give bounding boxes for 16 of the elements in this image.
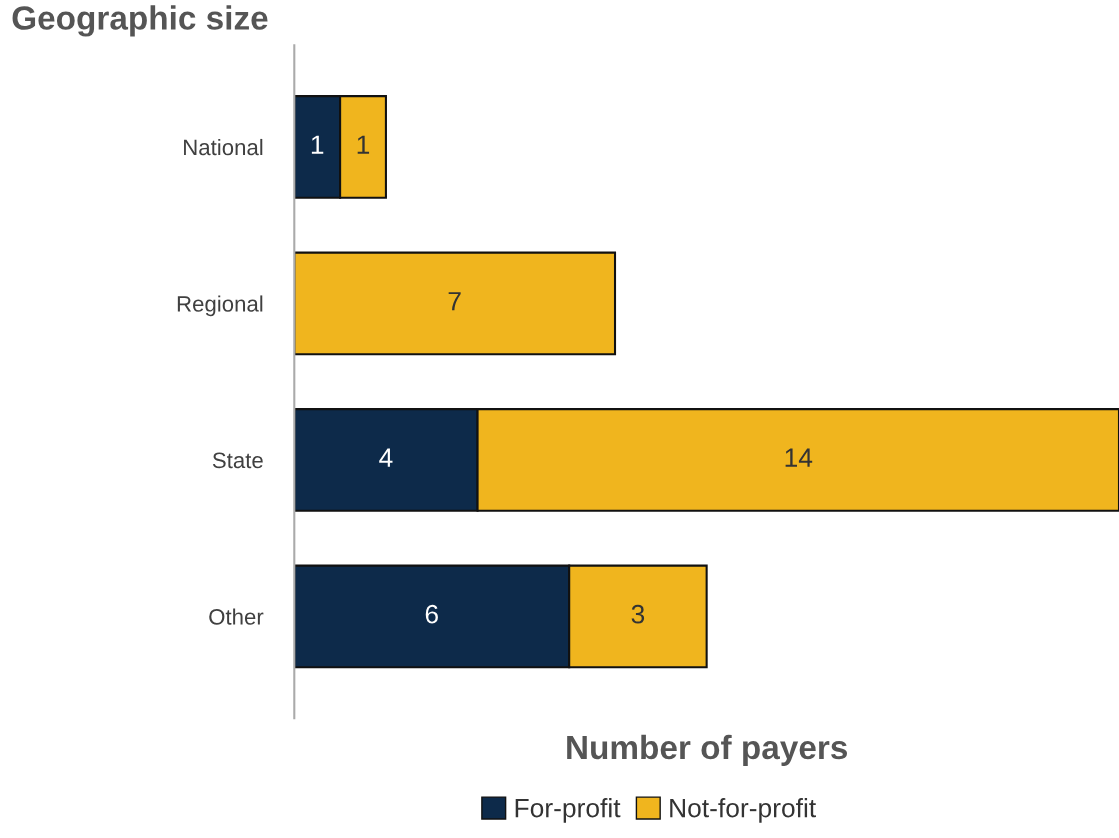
data-label: 7: [448, 292, 461, 311]
x-axis-title: Number of payers: [567, 734, 847, 766]
data-label: 4: [379, 448, 393, 467]
y-axis-title: Geographic size: [12, 5, 268, 37]
y-tick-label: State: [212, 452, 263, 469]
data-label: 1: [311, 135, 324, 154]
legend-label: For-profit: [515, 798, 621, 823]
data-label: 3: [631, 604, 645, 624]
bar: [294, 251, 617, 356]
data-label: 14: [785, 448, 813, 467]
y-tick-label: Regional: [177, 295, 263, 317]
y-tick-label: National: [184, 138, 263, 156]
data-label: 6: [425, 604, 438, 624]
data-label: 1: [357, 135, 370, 154]
y-tick-label: Other: [209, 608, 264, 625]
legend-label: Not-for-profit: [670, 798, 816, 823]
